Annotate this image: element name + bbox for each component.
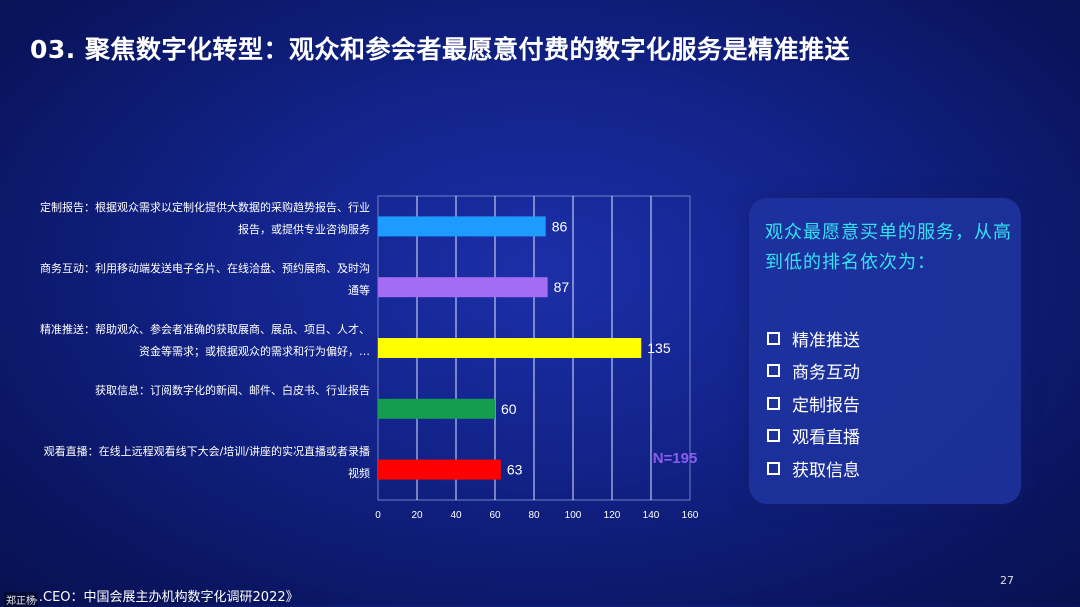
checkbox-icon — [767, 461, 780, 475]
page-number: 27 — [1000, 574, 1014, 587]
x-tick-label: 20 — [411, 510, 423, 521]
bar-value-label: 86 — [552, 218, 568, 234]
watermark: 郑正杨 — [4, 592, 38, 607]
bar-value-label: 63 — [507, 462, 523, 478]
chart-ticks: 0 20 40 60 80 100 120 140 160 — [375, 510, 699, 521]
ranking-item-label: 商务互动 — [792, 363, 860, 384]
checkbox-icon — [767, 396, 780, 410]
category-label-business-interaction: 商务互动：利用移动端发送电子名片、在线洽盘、预约展商、及时沟通等 — [40, 262, 370, 297]
x-tick-label: 80 — [528, 510, 540, 521]
ranking-item-label: 观看直播 — [792, 428, 860, 449]
category-label-live-stream: 观看直播：在线上远程观看线下大会/培训/讲座的实况直播或者录播视频 — [43, 445, 370, 480]
ranking-item-label: 获取信息 — [792, 460, 860, 481]
page-title: 03. 聚焦数字化转型：观众和参会者最愿意付费的数字化服务是精准推送 — [30, 35, 850, 64]
sample-size-annotation: N=195 — [653, 450, 698, 467]
x-tick-label: 0 — [375, 510, 381, 521]
source-note: …CEO：中国会展主办机构数字化调研2022》 — [30, 590, 299, 605]
x-tick-label: 60 — [489, 510, 501, 521]
ranking-item: 观看直播 — [767, 420, 860, 453]
bar — [378, 277, 548, 298]
bar — [378, 338, 642, 358]
bar — [378, 398, 495, 419]
x-tick-label: 120 — [604, 510, 621, 521]
category-label-custom-report: 定制报告：根据观众需求以定制化提供大数据的采购趋势报告、行业报告，或提供专业咨询… — [40, 201, 370, 236]
bar — [378, 216, 546, 237]
ranking-panel: 观众最愿意买单的服务，从高到低的排名依次为： 精准推送 商务互动 定制报告 观看… — [749, 198, 1021, 504]
checkbox-icon — [767, 331, 780, 345]
checkbox-icon — [767, 364, 780, 378]
ranking-item: 精准推送 — [767, 322, 860, 355]
category-label-precise-push: 精准推送：帮助观众、参会者准确的获取展商、展品、项目、人才、资金等需求；或根据观… — [40, 323, 370, 358]
ranking-item: 获取信息 — [767, 452, 860, 485]
bar-value-label: 60 — [501, 401, 517, 417]
ranking-item-label: 精准推送 — [792, 330, 860, 351]
bar-value-label: 135 — [647, 340, 671, 356]
ranking-list: 精准推送 商务互动 定制报告 观看直播 获取信息 — [767, 322, 860, 485]
ranking-item-label: 定制报告 — [792, 395, 860, 416]
bar-value-label: 87 — [554, 279, 570, 295]
checkbox-icon — [767, 429, 780, 443]
ranking-heading: 观众最愿意买单的服务，从高到低的排名依次为： — [765, 222, 1012, 273]
x-tick-label: 160 — [682, 510, 699, 521]
x-tick-label: 40 — [450, 510, 462, 521]
x-tick-label: 140 — [643, 510, 660, 521]
category-label-get-info: 获取信息：订阅数字化的新闻、邮件、白皮书、行业报告 — [95, 384, 370, 397]
ranking-item: 商务互动 — [767, 355, 860, 388]
chart-bars: 86 87 135 60 63 — [378, 216, 671, 480]
x-tick-label: 100 — [565, 510, 582, 521]
ranking-item: 定制报告 — [767, 387, 860, 420]
bar — [378, 459, 501, 480]
